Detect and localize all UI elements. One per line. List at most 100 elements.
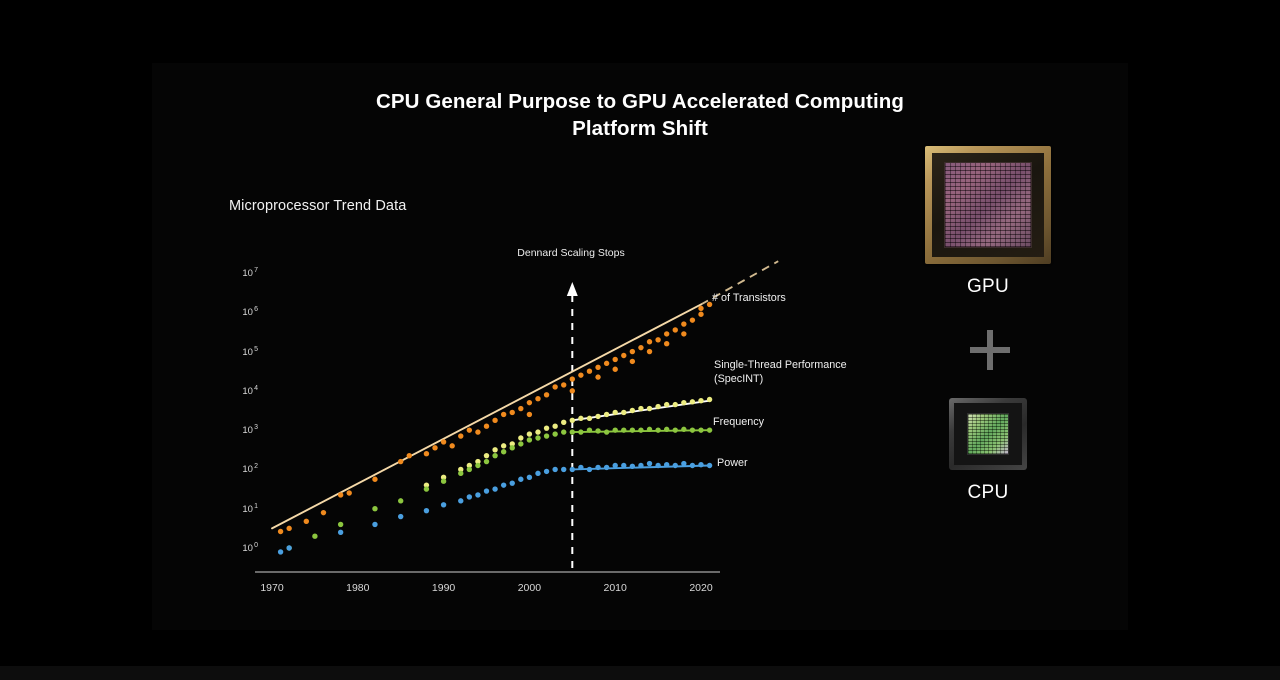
data-point xyxy=(621,462,627,469)
data-point xyxy=(526,399,533,406)
data-point xyxy=(689,399,696,405)
data-point xyxy=(569,388,575,394)
data-point xyxy=(672,327,678,333)
data-point xyxy=(277,528,284,535)
page-title: CPU General Purpose to GPU Accelerated C… xyxy=(375,90,905,140)
data-point xyxy=(526,474,533,480)
cpu-die-surface xyxy=(967,413,1009,455)
data-point xyxy=(698,462,704,468)
data-point xyxy=(509,445,515,451)
data-point xyxy=(475,462,481,469)
data-point xyxy=(440,502,447,508)
data-point xyxy=(638,405,644,412)
data-point xyxy=(663,426,670,433)
data-point xyxy=(492,447,498,453)
data-point xyxy=(372,521,378,528)
data-point xyxy=(337,529,344,535)
data-point xyxy=(492,486,498,492)
data-point xyxy=(621,427,627,433)
data-point xyxy=(526,431,533,437)
data-point xyxy=(509,409,515,416)
cpu-block: CPU xyxy=(949,398,1027,504)
x-tick-label: 1970 xyxy=(260,582,284,594)
data-point xyxy=(603,429,610,435)
y-tick-label: 102 xyxy=(242,463,258,476)
series-3 xyxy=(277,460,713,555)
data-point xyxy=(552,466,558,473)
data-point xyxy=(569,466,575,473)
data-point xyxy=(303,518,310,524)
data-point xyxy=(638,427,644,433)
x-tick-label: 2000 xyxy=(517,582,542,594)
data-point xyxy=(646,348,653,355)
data-point xyxy=(638,344,644,351)
data-point xyxy=(458,498,464,504)
data-point xyxy=(320,509,327,516)
data-point xyxy=(655,403,661,410)
data-point xyxy=(423,482,430,488)
x-tick-label: 1990 xyxy=(431,582,456,594)
cpu-label: CPU xyxy=(967,482,1009,503)
data-point xyxy=(681,399,687,406)
data-point xyxy=(535,429,541,435)
data-point xyxy=(586,427,593,433)
y-tick-label: 103 xyxy=(242,424,258,437)
trend-line xyxy=(271,303,702,530)
data-point xyxy=(586,368,593,374)
data-point xyxy=(578,372,584,378)
data-point xyxy=(535,396,541,402)
data-point xyxy=(689,462,696,469)
data-point xyxy=(526,411,533,418)
gpu-label: GPU xyxy=(966,276,1010,297)
data-point xyxy=(698,397,704,404)
data-point xyxy=(483,458,490,465)
data-point xyxy=(346,490,352,496)
data-point xyxy=(681,426,687,433)
data-point xyxy=(398,498,404,504)
data-point xyxy=(578,415,584,422)
data-point xyxy=(663,331,670,337)
data-point xyxy=(621,409,627,416)
data-point xyxy=(672,427,678,433)
data-point xyxy=(698,427,704,433)
data-point xyxy=(543,468,550,475)
data-point xyxy=(646,460,653,467)
data-point xyxy=(646,339,653,345)
data-point xyxy=(423,486,430,492)
data-point xyxy=(552,384,558,390)
data-point xyxy=(466,466,473,473)
data-point xyxy=(689,317,696,323)
data-point xyxy=(500,449,507,455)
data-point xyxy=(561,419,567,425)
y-tick-label: 101 xyxy=(242,502,258,515)
data-point xyxy=(672,462,678,469)
cpu-die-icon xyxy=(949,398,1027,470)
data-point xyxy=(561,429,567,435)
data-point xyxy=(595,464,601,471)
data-point xyxy=(500,482,507,488)
data-point xyxy=(663,462,670,468)
data-point xyxy=(372,506,378,512)
data-point xyxy=(277,549,284,555)
data-point xyxy=(629,407,636,414)
data-point xyxy=(612,409,618,416)
data-point xyxy=(595,374,601,380)
data-point xyxy=(629,463,636,469)
data-point xyxy=(552,431,558,437)
series-label-frequency: Frequency xyxy=(713,416,765,428)
series-0 xyxy=(271,260,779,535)
series-label-power: Power xyxy=(717,457,748,469)
data-point xyxy=(569,376,575,382)
data-point xyxy=(518,405,524,412)
data-point xyxy=(458,470,464,477)
data-point xyxy=(561,466,567,473)
data-point xyxy=(286,525,292,532)
gpu-package-inner xyxy=(932,153,1044,257)
data-point xyxy=(440,474,447,480)
data-point xyxy=(663,341,670,347)
data-point xyxy=(458,466,464,473)
data-point xyxy=(398,513,404,520)
cpu-package-inner xyxy=(954,403,1022,465)
data-point xyxy=(681,460,687,467)
